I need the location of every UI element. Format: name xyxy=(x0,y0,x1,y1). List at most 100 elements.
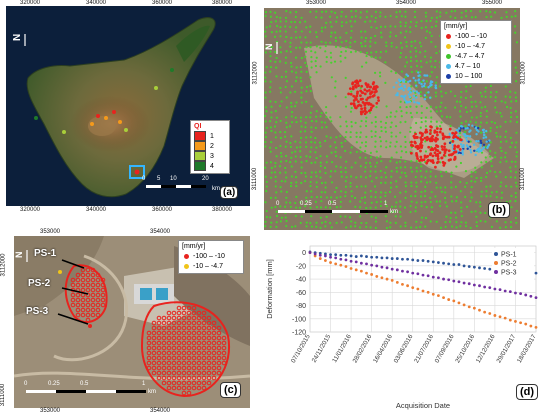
ps-point xyxy=(329,116,332,119)
ps-point xyxy=(414,81,417,84)
panel-d-chart: 0 -20 -40 -60 -80 -100 -120 07/10/2015 24/11/201… xyxy=(258,232,548,412)
ps-point xyxy=(510,206,513,209)
data-point xyxy=(437,294,440,298)
ps-point xyxy=(488,139,491,142)
ps-point xyxy=(295,26,298,29)
ps-point xyxy=(294,170,297,173)
ps-point xyxy=(166,310,172,316)
ps-point xyxy=(379,170,382,173)
data-point xyxy=(447,262,451,266)
ps-point xyxy=(329,21,332,24)
ps-point xyxy=(171,365,177,371)
ps-point xyxy=(399,156,403,159)
ps-point xyxy=(385,105,388,108)
ps-point xyxy=(290,85,293,88)
ps-point xyxy=(275,24,279,28)
x-tick-label: 340000 xyxy=(86,207,107,213)
ps-point xyxy=(422,79,425,82)
scale-label: 0 xyxy=(24,381,28,387)
ps-point xyxy=(186,380,192,386)
ps-point xyxy=(280,100,283,103)
ps-point xyxy=(85,297,91,303)
ps-point xyxy=(290,101,293,104)
ps-point xyxy=(279,20,282,23)
data-point xyxy=(308,251,312,255)
ps-point xyxy=(466,147,469,151)
ps-point xyxy=(430,71,433,74)
scale-label: 10 xyxy=(170,176,177,182)
data-point xyxy=(385,277,389,281)
ps-point xyxy=(294,225,297,228)
ps-point xyxy=(280,190,283,193)
ps-point xyxy=(465,15,468,18)
ps-point xyxy=(334,95,337,98)
ps-point xyxy=(414,190,417,193)
ps-point xyxy=(305,41,308,44)
ps-point xyxy=(378,136,382,139)
ps-point xyxy=(161,315,167,321)
ps-point xyxy=(360,107,364,111)
ps-point xyxy=(264,35,267,38)
data-point xyxy=(370,273,374,276)
ps-point xyxy=(465,110,468,114)
ps-point xyxy=(407,88,410,91)
x-tick-label: 24/11/2015 xyxy=(311,333,333,364)
legend-label: PS-2 xyxy=(501,261,517,268)
ps-point xyxy=(75,297,81,303)
ps-point xyxy=(319,46,322,49)
ps-point xyxy=(360,112,363,116)
ps-point xyxy=(460,221,463,224)
ps-point xyxy=(405,105,408,109)
ps-point xyxy=(70,277,76,283)
ps-point xyxy=(499,140,503,144)
ps-point xyxy=(275,155,278,158)
ps-point xyxy=(300,16,303,19)
ps-point xyxy=(394,145,397,148)
ps-point xyxy=(100,297,106,303)
ps-point xyxy=(176,320,182,326)
ps-point xyxy=(469,226,472,229)
ps-point xyxy=(161,370,167,376)
ps-point xyxy=(515,155,518,158)
ps-point xyxy=(493,11,497,14)
ps-point xyxy=(515,100,518,103)
x-tick-label: 353000 xyxy=(40,408,61,414)
ps-point xyxy=(404,196,407,199)
data-point xyxy=(416,272,420,276)
ps-point xyxy=(484,136,488,139)
ps-point xyxy=(265,209,268,213)
ps-point xyxy=(513,25,517,28)
ps-point xyxy=(181,305,187,311)
ps-point xyxy=(359,156,362,159)
data-point xyxy=(339,253,343,257)
ps-point xyxy=(294,150,297,153)
ps-point xyxy=(363,92,367,96)
ps-point xyxy=(509,200,512,203)
ps-point xyxy=(464,127,467,130)
data-point xyxy=(498,315,502,319)
ps-point xyxy=(435,133,439,137)
ps-point xyxy=(304,205,307,208)
ps-point xyxy=(181,355,187,361)
ps-point xyxy=(304,61,307,64)
ps-point xyxy=(309,136,312,139)
ps-point xyxy=(151,350,157,356)
ps-point xyxy=(191,330,197,336)
data-point xyxy=(478,284,481,288)
ps-point xyxy=(319,176,322,179)
ps-point xyxy=(415,70,418,73)
ps-point xyxy=(424,190,427,193)
ps-point xyxy=(314,136,317,140)
ps-point xyxy=(196,345,202,351)
ps-point xyxy=(395,170,398,173)
ps-point xyxy=(369,190,372,193)
ps-point xyxy=(479,111,482,115)
ps-point xyxy=(146,350,152,356)
ps-point xyxy=(435,144,438,147)
y-tick-label: 3112000 xyxy=(252,61,259,85)
ps-point xyxy=(412,76,415,80)
ps-point xyxy=(294,116,297,119)
ps-point xyxy=(360,185,363,188)
ps-point xyxy=(384,194,387,198)
ps-point xyxy=(414,132,417,136)
